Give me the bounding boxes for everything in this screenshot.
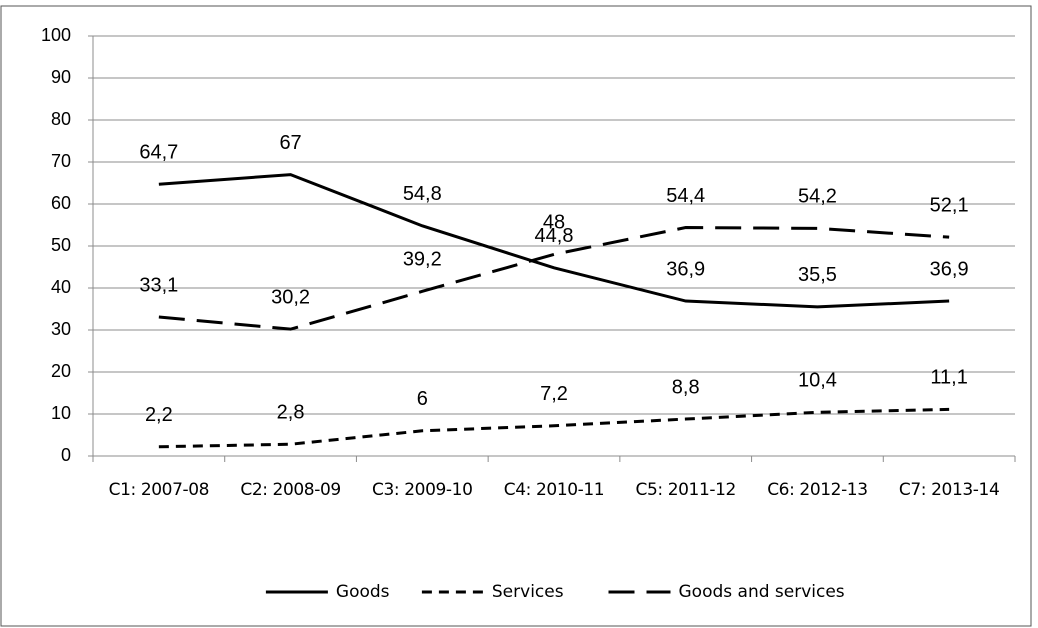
y-tick-label: 20 (51, 361, 71, 381)
data-label: 54,2 (798, 186, 837, 208)
data-label: 2,8 (277, 402, 305, 424)
data-label: 11,1 (930, 367, 967, 389)
data-label: 54,8 (403, 183, 442, 205)
series-line (158, 226, 950, 331)
data-label: 10,4 (798, 370, 837, 392)
data-label: 48 (543, 212, 565, 234)
x-tick-label: C6: 2012-13 (767, 480, 867, 500)
data-label: 7,2 (540, 383, 568, 405)
data-label: 52,1 (930, 194, 969, 216)
data-label: 54,4 (666, 185, 705, 207)
legend-label: Goods and services (679, 582, 845, 602)
data-label: 2,2 (145, 404, 173, 426)
legend-label: Goods (336, 582, 390, 602)
x-tick-label: C1: 2007-08 (109, 480, 209, 500)
data-label: 67 (279, 132, 301, 154)
data-label: 64,7 (139, 142, 178, 164)
data-label: 36,9 (666, 258, 705, 280)
data-label: 44,8 (535, 225, 574, 247)
x-tick-label: C7: 2013-14 (899, 480, 999, 500)
y-tick-label: 70 (51, 151, 71, 171)
data-label: 33,1 (139, 274, 178, 296)
y-tick-label: 90 (51, 67, 71, 87)
series-line (158, 407, 950, 449)
data-label: 35,5 (798, 264, 837, 286)
x-tick-label: C2: 2008-09 (240, 480, 340, 500)
y-tick-label: 10 (51, 403, 71, 423)
y-tick-label: 40 (51, 277, 71, 297)
y-tick-label: 100 (41, 25, 71, 45)
y-tick-label: 30 (51, 319, 71, 339)
x-tick-label: C5: 2011-12 (635, 480, 735, 500)
chart-frame (0, 5, 1032, 627)
y-tick-label: 60 (51, 193, 71, 213)
legend-label: Services (492, 582, 564, 602)
data-label: 39,2 (403, 249, 442, 271)
data-label: 36,9 (930, 258, 969, 280)
data-label: 8,8 (672, 376, 700, 398)
data-label: 6 (417, 388, 428, 410)
data-label: 30,2 (271, 286, 310, 308)
x-tick-label: C3: 2009-10 (372, 480, 472, 500)
x-tick-label: C4: 2010-11 (504, 480, 604, 500)
series-line (158, 173, 950, 309)
y-tick-label: 0 (61, 445, 71, 465)
y-tick-label: 80 (51, 109, 71, 129)
y-tick-label: 50 (51, 235, 71, 255)
